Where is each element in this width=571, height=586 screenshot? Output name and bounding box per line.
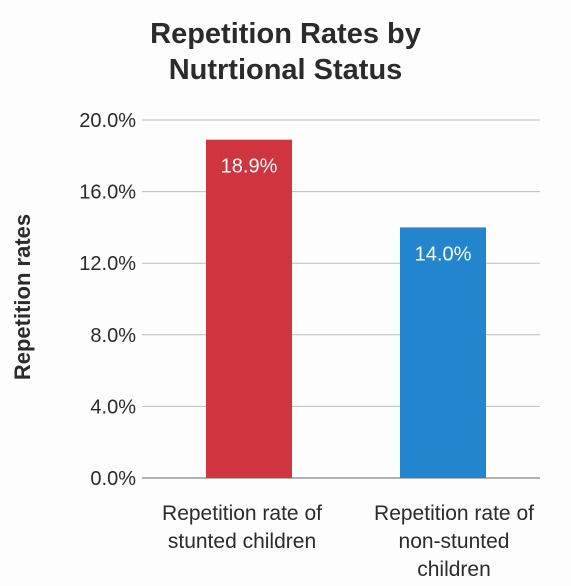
chart-title-line-1: Repetition Rates by — [150, 18, 421, 50]
x-category-label: Repetition rate of — [162, 502, 322, 525]
data-labels: 18.9% 14.0% — [221, 156, 472, 266]
x-category-label: children — [417, 558, 491, 581]
y-tick-label: 12.0% — [79, 253, 136, 275]
y-axis-label: Repetition rates — [10, 214, 35, 380]
x-category-label: Repetition rate of — [374, 502, 534, 525]
y-tick-label: 0.0% — [90, 468, 136, 490]
x-category-label: stunted children — [168, 530, 316, 553]
y-tick-label: 8.0% — [90, 325, 136, 347]
bar — [206, 139, 292, 478]
y-tick-label: 20.0% — [79, 110, 136, 132]
data-label: 14.0% — [415, 243, 472, 265]
chart-title-line-2: Nutrtional Status — [168, 54, 403, 86]
bar — [400, 227, 486, 478]
y-tick-label: 4.0% — [90, 396, 136, 418]
x-category-label: non-stunted — [399, 530, 510, 553]
data-label: 18.9% — [221, 156, 278, 178]
y-tick-label: 16.0% — [79, 182, 136, 204]
x-axis-categories: Repetition rate of stunted children Repeti… — [162, 502, 534, 581]
y-axis-ticks: 0.0% 4.0% 8.0% 12.0% 16.0% 20.0% — [79, 110, 136, 490]
bars — [206, 139, 486, 478]
